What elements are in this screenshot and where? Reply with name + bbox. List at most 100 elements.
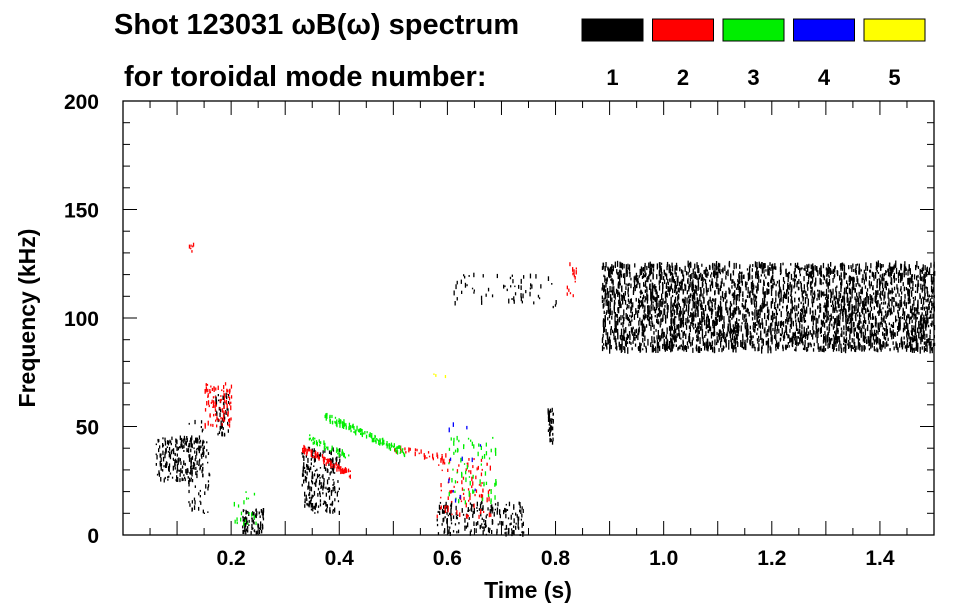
- spectrum-mark: [636, 275, 638, 278]
- spectrum-mark: [480, 458, 483, 462]
- spectrum-mark: [517, 520, 519, 525]
- spectrum-mark: [745, 314, 747, 318]
- spectrum-mark: [877, 330, 879, 335]
- spectrum-mark: [253, 515, 255, 517]
- spectrum-mark: [751, 298, 753, 305]
- spectrum-mark: [793, 285, 795, 289]
- spectrum-mark: [706, 273, 708, 278]
- spectrum-mark: [850, 297, 852, 303]
- spectrum-mark: [854, 269, 857, 274]
- spectrum-mark: [467, 522, 469, 528]
- spectrum-mark: [631, 319, 633, 322]
- spectrum-mark: [479, 444, 482, 447]
- spectrum-mark: [715, 271, 717, 276]
- spectrum-mark: [752, 312, 754, 316]
- spectrum-mark: [670, 315, 672, 318]
- spectrum-mark: [770, 267, 772, 271]
- spectrum-mark: [190, 462, 192, 467]
- spectrum-mark: [756, 332, 758, 335]
- spectrum-mark: [839, 293, 842, 299]
- spectrum-mark: [529, 287, 532, 290]
- spectrum-mark: [805, 334, 807, 338]
- spectrum-mark: [767, 347, 769, 354]
- spectrum-mark: [891, 296, 893, 304]
- spectrum-mark: [854, 327, 856, 332]
- spectrum-mark: [555, 300, 557, 305]
- spectrum-mark: [217, 418, 219, 423]
- spectrum-mark: [484, 471, 487, 476]
- spectrum-mark: [258, 529, 261, 534]
- spectrum-mark: [871, 271, 873, 277]
- spectrum-mark: [467, 515, 469, 517]
- spectrum-mark: [911, 319, 913, 324]
- spectrum-mark: [908, 264, 910, 271]
- spectrum-mark: [207, 420, 209, 426]
- spectrum-mark: [663, 344, 666, 350]
- spectrum-mark: [729, 289, 731, 293]
- spectrum-mark: [325, 458, 328, 461]
- spectrum-mark: [392, 445, 395, 448]
- spectrum-mark: [204, 424, 206, 429]
- spectrum-mark: [789, 337, 791, 344]
- spectrum-mark: [505, 524, 508, 530]
- spectrum-mark: [794, 268, 796, 273]
- spectrum-mark: [250, 531, 252, 535]
- spectrum-mark: [700, 304, 702, 310]
- spectrum-mark: [929, 299, 931, 303]
- spectrum-mark: [760, 330, 762, 336]
- spectrum-mark: [190, 466, 192, 469]
- spectrum-mark: [699, 318, 701, 325]
- spectrum-mark: [440, 489, 442, 492]
- spectrum-mark: [903, 315, 905, 321]
- spectrum-mark: [746, 268, 749, 271]
- spectrum-mark: [767, 313, 770, 321]
- spectrum-mark: [414, 451, 416, 457]
- spectrum-mark: [654, 297, 656, 302]
- spectrum-mark: [742, 335, 744, 341]
- spectrum-mark: [645, 345, 647, 349]
- spectrum-mark: [755, 295, 757, 302]
- spectrum-mark: [924, 271, 926, 278]
- spectrum-mark: [673, 335, 675, 341]
- spectrum-mark: [890, 266, 892, 271]
- spectrum-mark: [303, 444, 305, 449]
- spectrum-mark: [492, 519, 494, 525]
- spectrum-mark: [767, 329, 769, 332]
- spectrum-mark: [839, 320, 841, 327]
- spectrum-mark: [737, 283, 739, 290]
- spectrum-mark: [156, 454, 158, 460]
- spectrum-mark: [813, 292, 816, 298]
- spectrum-mark: [892, 334, 895, 339]
- spectrum-mark: [221, 422, 223, 426]
- spectrum-mark: [606, 299, 608, 303]
- spectrum-mark: [917, 283, 920, 287]
- spectrum-mark: [763, 279, 765, 286]
- spectrum-mark: [925, 306, 927, 309]
- spectrum-mark: [514, 292, 517, 296]
- spectrum-mark: [465, 525, 467, 529]
- spectrum-mark: [749, 330, 751, 335]
- spectrum-mark: [627, 298, 630, 302]
- spectrum-mark: [157, 438, 159, 441]
- spectrum-mark: [316, 440, 318, 445]
- spectrum-mark: [884, 320, 886, 324]
- spectrum-mark: [705, 286, 708, 293]
- spectrum-mark: [490, 448, 492, 453]
- spectrum-mark: [325, 415, 327, 421]
- spectrum-mark: [614, 293, 616, 300]
- spectrum-mark: [182, 445, 184, 449]
- spectrum-mark: [183, 474, 185, 477]
- spectrum-mark: [719, 335, 721, 341]
- spectrum-mark: [608, 315, 611, 319]
- spectrum-mark: [732, 314, 734, 319]
- spectrum-mark: [253, 492, 256, 496]
- spectrum-mark: [820, 265, 822, 270]
- spectrum-mark: [301, 483, 303, 487]
- spectrum-mark: [669, 332, 672, 337]
- spectrum-mark: [399, 450, 402, 454]
- spectrum-mark: [228, 418, 230, 422]
- spectrum-mark: [343, 453, 345, 458]
- spectrum-mark: [335, 450, 338, 453]
- spectrum-mark: [658, 310, 661, 313]
